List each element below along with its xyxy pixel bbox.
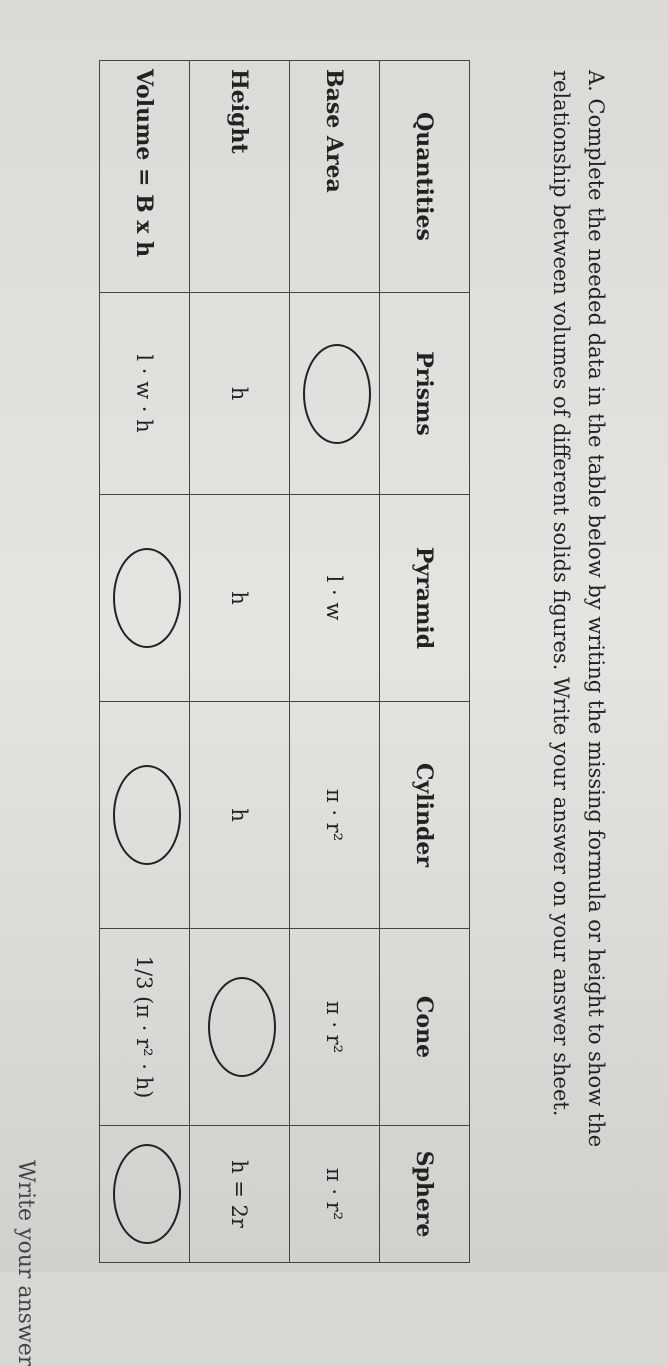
header-cell: Quantities <box>379 60 470 293</box>
header-cell: Pyramid <box>379 494 470 702</box>
answer-circle <box>208 977 276 1077</box>
header-cell: Sphere <box>379 1125 470 1263</box>
table-row: Height h h h h = 2r <box>189 60 290 1263</box>
blank-cell <box>99 494 190 702</box>
header-cell: Cone <box>379 928 470 1126</box>
formula-cell: h <box>189 292 290 495</box>
blank-cell <box>99 1125 190 1263</box>
formula-cell: h <box>189 701 290 929</box>
instruction: A. Complete the needed data in the table… <box>549 70 608 1148</box>
formula-cell: π · r² <box>289 1125 380 1263</box>
answer-circle <box>113 1144 181 1244</box>
row-header: Volume = B x h <box>99 60 190 293</box>
row-header: Base Area <box>289 60 380 293</box>
answer-circle <box>113 548 181 648</box>
blank-cell <box>99 701 190 929</box>
header-cell: Cylinder <box>379 701 470 929</box>
formula-cell: l · w · h <box>99 292 190 495</box>
answer-circle <box>113 765 181 865</box>
footer-text: Write your answer <box>13 1160 38 1366</box>
row-header: Height <box>189 60 290 293</box>
formula-cell: π · r² <box>289 701 380 929</box>
formula-cell: h = 2r <box>189 1125 290 1263</box>
blank-cell <box>189 928 290 1126</box>
header-row: Quantities Prisms Pyramid Cylinder Cone Spher… <box>379 60 470 1263</box>
formula-cell: 1/3 (π · r² · h) <box>99 928 190 1126</box>
answer-circle <box>303 343 371 444</box>
formula-cell: π · r² <box>289 928 380 1126</box>
header-cell: Prisms <box>379 292 470 495</box>
blank-cell <box>289 292 380 495</box>
formula-cell: h <box>189 494 290 702</box>
formula-table: Quantities Prisms Pyramid Cylinder Cone Spher… <box>99 60 470 1263</box>
formula-cell: l · w <box>289 494 380 702</box>
